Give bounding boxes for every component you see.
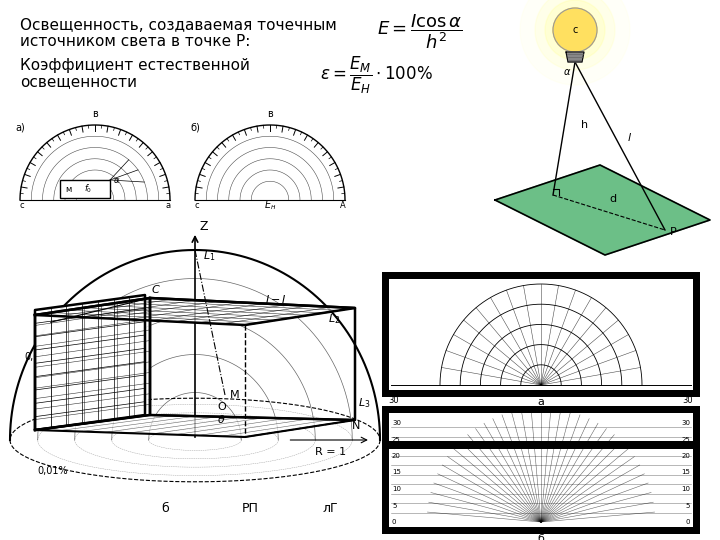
Polygon shape [693, 406, 700, 534]
Text: 10: 10 [575, 390, 583, 396]
Text: $\alpha$: $\alpha$ [113, 176, 120, 185]
Text: A: A [340, 201, 346, 210]
Text: б: б [538, 534, 544, 540]
Text: 0,01%: 0,01% [24, 352, 55, 362]
Text: лГ: лГ [322, 502, 338, 515]
Text: C: C [152, 285, 160, 295]
Text: M: M [230, 390, 240, 400]
Text: -25: -25 [432, 390, 443, 396]
Text: 15: 15 [681, 469, 690, 476]
Text: 20: 20 [618, 390, 626, 396]
Polygon shape [693, 272, 700, 397]
Circle shape [545, 0, 605, 60]
Text: -5: -5 [520, 390, 526, 396]
Text: 30: 30 [683, 396, 693, 405]
Text: 0,01%: 0,01% [37, 466, 68, 476]
Circle shape [555, 10, 595, 50]
Text: $E = \dfrac{I\cos\alpha}{h^2}$: $E = \dfrac{I\cos\alpha}{h^2}$ [377, 12, 463, 51]
Text: 10: 10 [681, 486, 690, 492]
Text: в: в [267, 109, 273, 119]
Circle shape [553, 8, 597, 52]
Text: 0: 0 [539, 390, 544, 396]
Text: S: S [43, 312, 53, 325]
Polygon shape [382, 406, 700, 413]
Text: c: c [572, 25, 577, 35]
Text: б: б [161, 502, 169, 515]
Text: 20: 20 [681, 453, 690, 459]
Text: $L_1$: $L_1$ [203, 249, 215, 264]
Text: Z: Z [199, 220, 207, 233]
Text: 0: 0 [685, 519, 690, 525]
Text: d: d [609, 194, 616, 204]
Text: 30: 30 [392, 420, 401, 426]
Text: -10: -10 [498, 390, 509, 396]
Text: 10: 10 [392, 486, 401, 492]
Polygon shape [35, 295, 145, 430]
Text: $\theta$: $\theta$ [217, 413, 225, 425]
Circle shape [520, 0, 630, 85]
Text: 25: 25 [640, 390, 649, 396]
Text: Коэффициент естественной: Коэффициент естественной [20, 58, 250, 73]
Polygon shape [35, 415, 355, 437]
Text: источником света в точке Р:: источником света в точке Р: [20, 34, 251, 49]
Polygon shape [382, 272, 700, 279]
Bar [60, 180, 110, 198]
Polygon shape [382, 406, 389, 534]
Text: P: P [670, 227, 677, 237]
Text: 5: 5 [392, 503, 397, 509]
Text: 15: 15 [595, 390, 604, 396]
Polygon shape [35, 298, 150, 430]
Circle shape [535, 0, 615, 70]
Text: РП: РП [242, 502, 258, 515]
Text: 5: 5 [685, 503, 690, 509]
Text: освещенности: освещенности [20, 74, 137, 89]
Text: $I-I$: $I-I$ [265, 293, 287, 305]
Text: 30: 30 [681, 420, 690, 426]
Polygon shape [389, 441, 693, 449]
Text: в: в [92, 109, 98, 119]
Text: $L_3$: $L_3$ [358, 396, 370, 410]
Text: $f_0$: $f_0$ [84, 183, 92, 195]
Polygon shape [35, 298, 355, 325]
Polygon shape [382, 390, 700, 397]
Text: $\varepsilon = \dfrac{E_M}{E_H} \cdot 100\%$: $\varepsilon = \dfrac{E_M}{E_H} \cdot 10… [320, 55, 433, 96]
Text: N: N [352, 421, 361, 430]
Text: h: h [581, 120, 588, 130]
Text: 5: 5 [557, 390, 561, 396]
Text: $E_н$: $E_н$ [264, 198, 276, 212]
Polygon shape [566, 52, 584, 62]
Text: 20: 20 [392, 453, 401, 459]
Text: $\alpha$: $\alpha$ [563, 67, 571, 77]
Text: Освещенность, создаваемая точечным: Освещенность, создаваемая точечным [20, 18, 337, 33]
Text: -15: -15 [477, 390, 488, 396]
Polygon shape [495, 165, 710, 255]
Text: l: l [628, 133, 631, 143]
Text: 25: 25 [392, 436, 401, 442]
Text: б): б) [190, 122, 200, 132]
Polygon shape [382, 272, 389, 397]
Text: a: a [538, 397, 544, 407]
Text: 30: 30 [389, 396, 400, 405]
Text: $L_2$: $L_2$ [328, 312, 341, 326]
Text: 0: 0 [392, 519, 397, 525]
Polygon shape [382, 527, 700, 534]
Text: 15: 15 [392, 469, 401, 476]
Text: a: a [166, 201, 171, 210]
Text: R = 1: R = 1 [315, 447, 346, 457]
Text: -20: -20 [454, 390, 466, 396]
Text: 25: 25 [681, 436, 690, 442]
Text: c: c [19, 201, 24, 210]
Text: O: O [217, 402, 226, 412]
Text: c: c [194, 201, 199, 210]
Text: а): а) [15, 122, 24, 132]
Text: м: м [65, 185, 71, 193]
